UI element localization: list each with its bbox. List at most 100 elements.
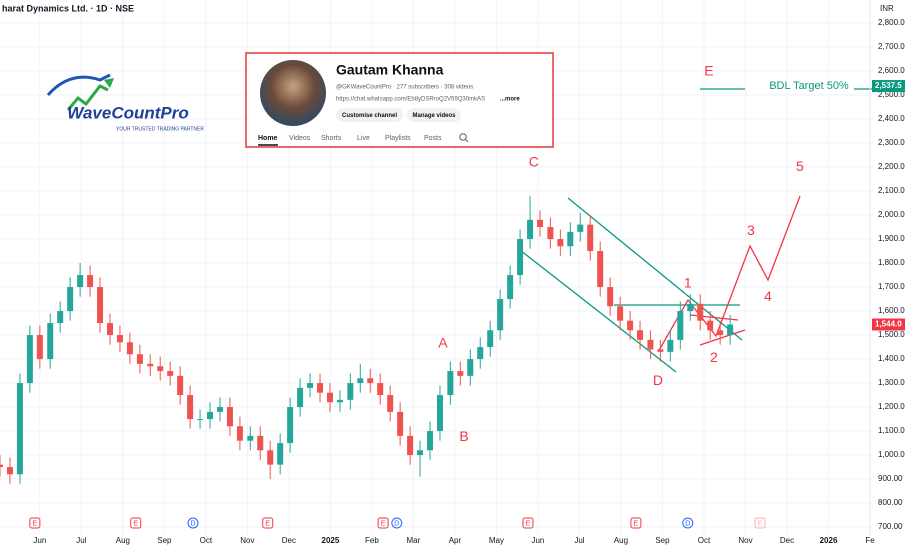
x-tick-label: Nov <box>738 536 752 545</box>
logo-name: WaveCountPro <box>67 103 189 122</box>
x-tick-label: Oct <box>698 536 711 545</box>
button-bg[interactable] <box>336 108 403 122</box>
candle-body <box>617 306 624 321</box>
candle-body <box>126 342 133 355</box>
candle-body <box>147 363 154 367</box>
candle-body <box>347 383 354 400</box>
candle-body <box>397 411 404 436</box>
channel-upper <box>567 197 743 341</box>
candle-body <box>447 371 454 396</box>
wave-label: C <box>529 154 539 170</box>
candle-body <box>717 330 724 336</box>
x-tick-label: Apr <box>449 536 462 545</box>
channel-link[interactable]: https://chat.whatsapp.com/Eb8yDSRroQ2V59… <box>336 97 485 103</box>
tab[interactable]: Home <box>258 135 278 142</box>
candle-body <box>647 339 654 350</box>
event-label: E <box>265 520 270 527</box>
more-link[interactable]: ...more <box>500 97 520 103</box>
tab[interactable]: Posts <box>424 135 442 142</box>
candle-body <box>247 435 254 441</box>
y-tick-label: 2,700.00 <box>878 42 905 51</box>
labels: 700.00 800.00 900.00 1,000.00 1,100.00 1,200.… <box>29 18 905 545</box>
button-bg[interactable] <box>407 108 461 122</box>
candle-body <box>57 311 64 324</box>
candle-body <box>637 330 644 340</box>
candle-body <box>367 378 374 384</box>
candle-body <box>436 395 443 432</box>
y-tick-label: 1,600.00 <box>878 306 905 315</box>
wave-label: 1 <box>684 275 692 291</box>
event-marker <box>682 517 694 529</box>
search-icon <box>465 139 469 143</box>
candle-body <box>226 407 233 427</box>
candle-body <box>557 239 564 247</box>
candle-body <box>287 407 294 444</box>
y-tick-label: 1,400.00 <box>878 354 905 363</box>
candle-body <box>707 320 714 331</box>
candle-body <box>727 324 734 336</box>
event-label: E <box>526 520 531 527</box>
logo: WaveCountPro YOUR TRUSTED TRADING PARTNE… <box>46 73 204 132</box>
candle-body <box>257 435 264 451</box>
y-tick-label: 800.00 <box>878 498 903 507</box>
x-tick-label: Sep <box>655 536 670 545</box>
channel-meta: @GKWaveCountPro · 277 subscribers · 308 … <box>336 85 473 91</box>
y-tick-label: 2,300.00 <box>878 138 905 147</box>
candle-body <box>216 407 223 412</box>
event-label: D <box>394 520 399 527</box>
y-tick-label: 900.00 <box>878 474 903 483</box>
candle-body <box>307 383 314 388</box>
candle-body <box>207 411 214 420</box>
x-tick-label: Jul <box>574 536 584 545</box>
candle-body <box>16 383 23 475</box>
candle-body <box>36 335 43 360</box>
event-marker <box>522 517 534 529</box>
candle-body <box>417 450 424 456</box>
search-icon[interactable] <box>459 133 467 141</box>
candle-body <box>687 303 694 312</box>
candle-body <box>487 330 494 348</box>
candle-body <box>597 251 604 288</box>
wave-label: 5 <box>796 158 804 174</box>
candle-body <box>116 335 123 343</box>
candle-body <box>197 419 204 421</box>
x-tick-label: 2026 <box>820 536 838 545</box>
wave-label: 2 <box>710 349 718 365</box>
tab[interactable]: Live <box>357 135 370 142</box>
candle-body <box>627 320 634 331</box>
y-tick-label: 700.00 <box>878 522 903 531</box>
candle-body <box>537 219 544 228</box>
event-marker <box>130 517 142 529</box>
candle-body <box>6 467 13 475</box>
candle-body <box>517 239 524 276</box>
y-tick-label: 1,200.00 <box>878 402 905 411</box>
logo-swoosh <box>46 73 111 97</box>
y-tick-label: 1,900.00 <box>878 234 905 243</box>
candle-body <box>267 450 274 465</box>
event-marker <box>630 517 642 529</box>
tab[interactable]: Playlists <box>385 135 411 142</box>
y-tick-label: 2,000.00 <box>878 210 905 219</box>
button[interactable]: Customise channel <box>342 113 397 119</box>
candle-body <box>277 443 284 465</box>
x-tick-label: Fe <box>865 536 875 545</box>
candle-body <box>387 395 394 412</box>
candle-body <box>587 224 594 252</box>
candle-body <box>427 431 434 451</box>
button[interactable]: Manage videos <box>412 113 456 119</box>
logo-arrow <box>66 84 109 111</box>
x-tick-label: May <box>489 536 504 545</box>
candle-body <box>87 275 94 288</box>
candle-body <box>157 366 164 372</box>
event-label: E <box>758 520 763 527</box>
y-tick-label: 1,700.00 <box>878 282 905 291</box>
y-tick-label: 2,400.00 <box>878 114 905 123</box>
price-label-bg <box>872 80 905 93</box>
price-label: 2,537.5 <box>875 81 902 90</box>
event-label: D <box>685 520 690 527</box>
tab[interactable]: Shorts <box>321 135 342 142</box>
tab[interactable]: Videos <box>289 135 311 142</box>
x-tick-label: Jun <box>531 536 544 545</box>
logo-tagline: YOUR TRUSTED TRADING PARTNER <box>116 126 204 132</box>
